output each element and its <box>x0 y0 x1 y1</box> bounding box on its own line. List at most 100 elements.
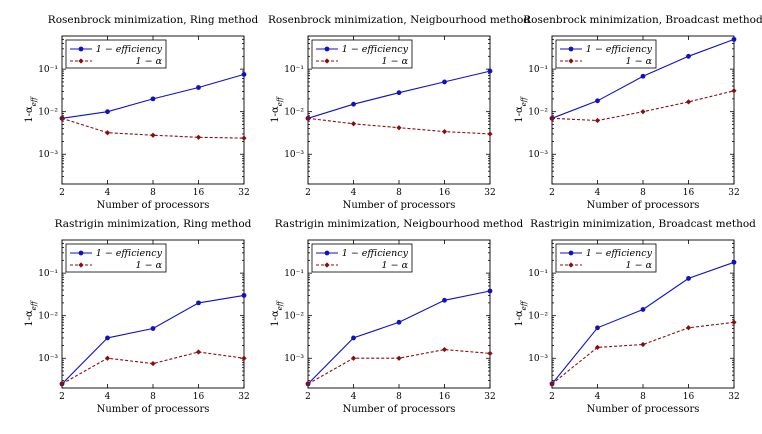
x-axis-label: Number of processors <box>343 404 456 415</box>
legend-marker <box>568 58 574 64</box>
x-tick-label: 8 <box>396 392 402 402</box>
x-tick-label: 32 <box>238 188 249 198</box>
data-point <box>351 335 356 341</box>
data-point <box>686 53 691 59</box>
y-axis-label-main: 1-α <box>270 106 281 123</box>
x-tick-label: 32 <box>484 392 495 402</box>
legend-box <box>555 243 657 273</box>
data-point <box>686 276 691 281</box>
x-tick-label: 8 <box>640 392 646 402</box>
x-tick-label: 8 <box>640 188 646 198</box>
y-axis-label-main: 1-α <box>514 310 525 327</box>
data-point <box>487 288 493 294</box>
y-axis-label: 1-αeff <box>514 96 528 123</box>
data-point <box>731 88 737 94</box>
data-point <box>196 85 201 90</box>
y-tick-label: 10⁻¹ <box>528 65 548 75</box>
y-tick-label: 10⁻² <box>284 312 304 322</box>
y-axis-label: 1-αeff <box>24 96 38 123</box>
chart-panel-5: Rastrigin minimization, Neigbourhood met… <box>270 218 523 415</box>
x-tick-label: 16 <box>439 392 451 402</box>
legend-marker <box>324 58 330 64</box>
data-point <box>549 381 555 387</box>
legend-label: 1 − α <box>136 56 163 67</box>
y-tick-label: 10⁻² <box>528 312 548 322</box>
x-tick-label: 2 <box>549 392 555 402</box>
x-tick-label: 8 <box>150 188 156 198</box>
y-axis-label-subscript: eff <box>520 96 528 106</box>
x-tick-label: 16 <box>683 188 695 198</box>
data-point <box>241 135 247 141</box>
data-point <box>594 344 601 350</box>
chart-panel-6: Rastrigin minimization, Broadcast method… <box>514 218 756 415</box>
data-point <box>442 79 447 85</box>
chart-title: Rosenbrock minimization, Ring method <box>48 14 259 26</box>
data-point <box>595 325 600 331</box>
data-point <box>150 326 156 331</box>
x-axis-label: Number of processors <box>97 404 210 415</box>
x-tick-label: 2 <box>59 392 65 402</box>
y-tick-label: 10⁻¹ <box>284 269 304 279</box>
x-tick-label: 2 <box>59 188 65 198</box>
x-tick-label: 32 <box>238 392 249 402</box>
legend-label: 1 − efficiency <box>586 44 653 55</box>
legend-marker <box>78 250 84 256</box>
x-axis-label: Number of processors <box>587 404 700 415</box>
chart-title: Rosenbrock minimization, Broadcast metho… <box>523 14 762 26</box>
chart-panel-4: Rastrigin minimization, Ring method 10⁻¹ 1… <box>24 218 252 415</box>
data-point <box>640 109 646 115</box>
x-tick-label: 8 <box>150 392 156 402</box>
series-line-1 <box>307 290 491 385</box>
y-axis-label-main: 1-α <box>24 310 35 327</box>
legend-label: 1 − efficiency <box>96 248 163 259</box>
chart-title: Rastrigin minimization, Neigbourhood met… <box>275 218 524 230</box>
series-line-2 <box>61 351 245 385</box>
x-tick-label: 32 <box>728 392 739 402</box>
y-tick-label: 10⁻³ <box>38 150 58 160</box>
legend-marker <box>78 262 84 268</box>
data-point <box>487 68 493 74</box>
x-tick-label: 4 <box>351 188 357 198</box>
data-point <box>731 259 737 265</box>
chart-title: Rastrigin minimization, Broadcast method <box>530 218 756 230</box>
data-point <box>396 90 402 96</box>
data-point <box>350 121 357 127</box>
y-tick-label: 10⁻³ <box>284 354 304 364</box>
data-point <box>105 335 110 341</box>
data-point <box>150 360 156 367</box>
x-tick-label: 4 <box>595 188 601 198</box>
data-point <box>441 129 448 135</box>
data-point <box>104 130 111 136</box>
legend-marker <box>568 250 574 256</box>
y-tick-label: 10⁻¹ <box>38 65 58 75</box>
legend-box <box>311 39 413 69</box>
x-tick-label: 4 <box>105 188 111 198</box>
data-point <box>640 307 646 312</box>
legend-marker <box>78 58 84 64</box>
chart-title: Rosenbrock minimization, Neigbourhood me… <box>268 14 530 26</box>
y-tick-label: 10⁻² <box>528 108 548 118</box>
data-point <box>595 98 600 104</box>
legend-label: 1 − efficiency <box>586 248 653 259</box>
series-line-2 <box>551 90 735 122</box>
legend-label: 1 − efficiency <box>342 44 409 55</box>
legend-label: 1 − α <box>382 56 409 67</box>
chart-panel-2: Rosenbrock minimization, Neigbourhood me… <box>268 14 530 211</box>
data-point <box>640 73 646 79</box>
y-tick-label: 10⁻¹ <box>38 269 58 279</box>
legend-label: 1 − α <box>626 260 653 271</box>
y-axis-label-main: 1-α <box>24 106 35 123</box>
data-point <box>59 115 65 121</box>
data-point <box>59 381 65 387</box>
legend-marker <box>568 46 574 52</box>
x-axis-label: Number of processors <box>97 200 210 211</box>
data-point <box>487 131 493 137</box>
data-point <box>594 117 601 124</box>
data-point <box>195 134 202 140</box>
data-point <box>396 125 402 131</box>
data-point <box>241 292 247 298</box>
